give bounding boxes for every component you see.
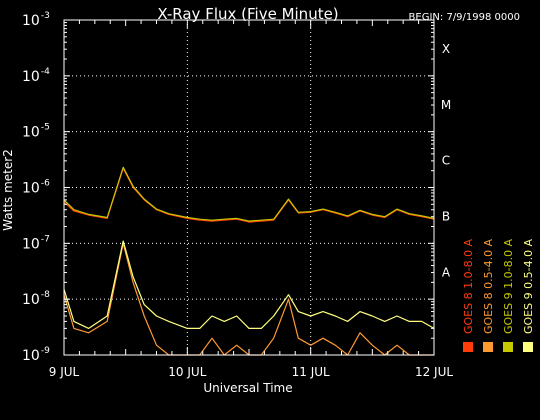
legend-label: GOES 8 1.0-8.0 A: [462, 238, 475, 334]
y-tick-label: 10-9: [22, 346, 50, 364]
y-tick-label: 10-5: [22, 123, 50, 141]
legend-label: GOES 8 0.5-4.0 A: [482, 238, 495, 334]
flare-class-label: M: [441, 98, 451, 112]
flare-class-label: X: [442, 42, 450, 56]
x-tick-label: 11 JUL: [292, 365, 330, 379]
flare-class-label: B: [442, 209, 450, 223]
chart-subtitle: BEGIN: 7/9/1998 0000: [409, 12, 520, 23]
chart-title: X-Ray Flux (Five Minute): [157, 5, 338, 23]
series-line-4: [63, 240, 435, 329]
y-tick-label: 10-4: [22, 67, 50, 85]
x-tick-label: 9 JUL: [49, 365, 80, 379]
y-tick-label: 10-8: [22, 290, 50, 308]
x-tick-label: 12 JUL: [415, 365, 453, 379]
legend-label: GOES 9 1.0-8.0 A: [502, 238, 515, 334]
legend-swatch: [483, 342, 493, 352]
flare-class-label: C: [442, 154, 450, 168]
x-axis-label: Universal Time: [203, 381, 292, 395]
flare-class-label: A: [442, 265, 451, 279]
series-line-3: [63, 166, 435, 222]
y-tick-label: 10-6: [22, 179, 50, 197]
legend-label: GOES 9 0.5-4.0 A: [522, 238, 535, 334]
legend-swatch: [463, 342, 473, 352]
y-axis-label: Watts meter2: [1, 149, 15, 231]
legend-swatch: [503, 342, 513, 352]
x-tick-label: 10 JUL: [168, 365, 206, 379]
legend-swatch: [523, 342, 533, 352]
y-tick-label: 10-3: [22, 11, 50, 29]
y-tick-label: 10-7: [22, 234, 50, 252]
